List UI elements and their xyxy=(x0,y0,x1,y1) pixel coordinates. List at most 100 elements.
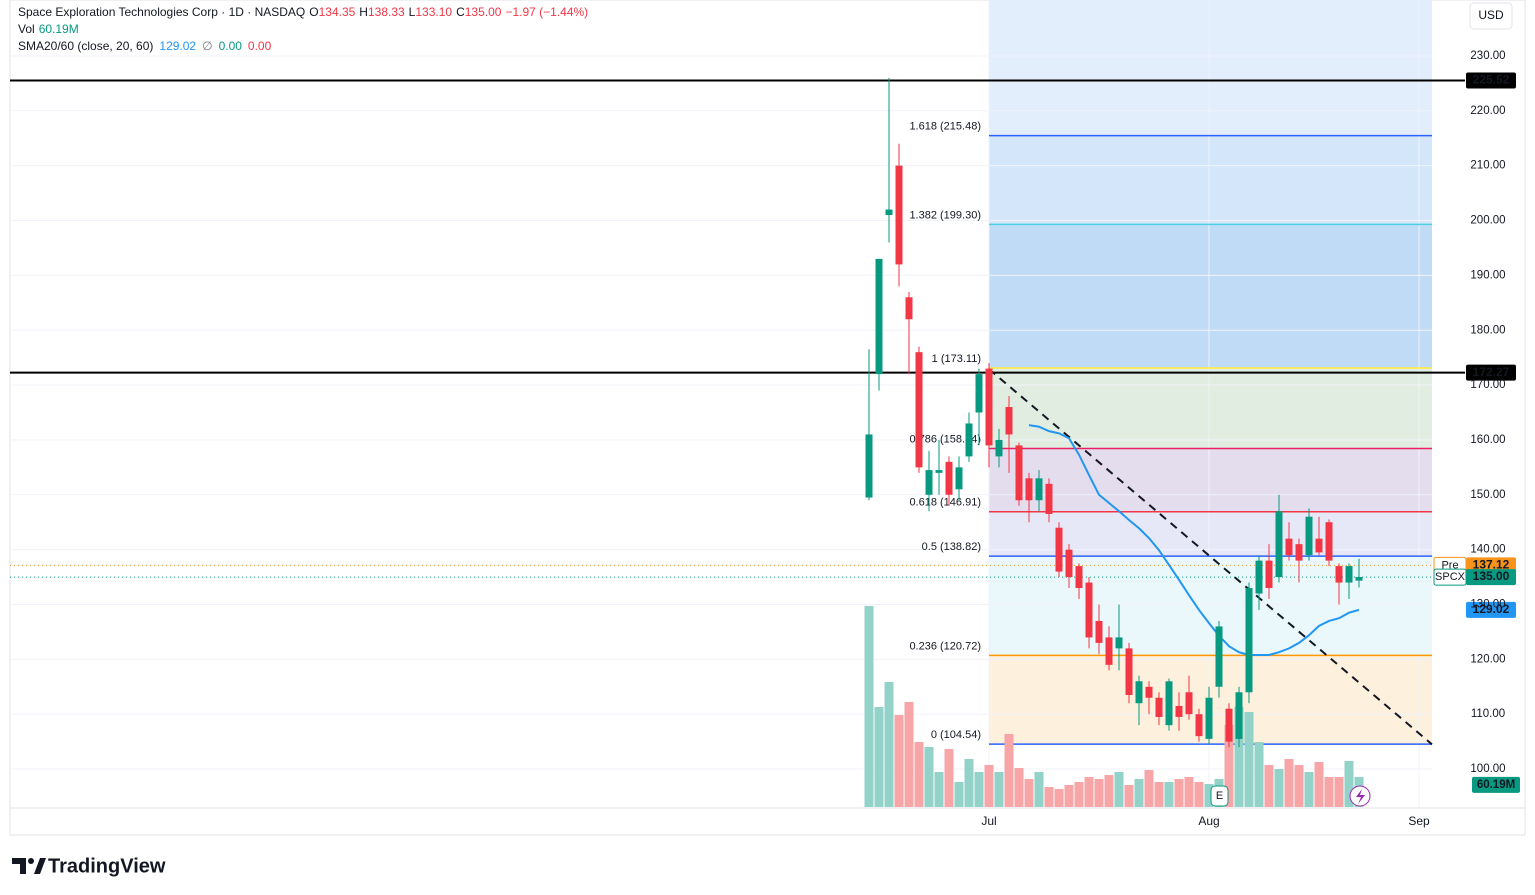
candle-body xyxy=(1105,637,1113,665)
volume-bar xyxy=(1154,782,1164,807)
candle-body xyxy=(1185,692,1193,715)
candle-body xyxy=(1035,478,1043,501)
volume-bar xyxy=(994,772,1004,807)
fib-zone xyxy=(989,135,1432,225)
candle-body xyxy=(1025,478,1033,501)
volume-bar xyxy=(884,682,894,807)
y-tick-label: 120.00 xyxy=(1470,653,1505,665)
sma-extra: ∅ xyxy=(202,39,212,53)
candle-body xyxy=(1145,686,1153,698)
fib-zone xyxy=(989,224,1432,369)
y-tick-label: 230.00 xyxy=(1470,50,1505,62)
currency-button[interactable] xyxy=(1469,2,1513,30)
fib-label: 0 (104.54) xyxy=(931,729,981,741)
volume-bar xyxy=(1044,787,1054,807)
candle-body xyxy=(905,297,913,320)
candle-body xyxy=(1155,697,1163,717)
price-tag-name: Pre xyxy=(1441,559,1458,571)
candle-body xyxy=(1175,705,1183,717)
volume-bar xyxy=(1244,712,1254,807)
volume-value: 60.19M xyxy=(39,22,79,36)
volume-bar xyxy=(1274,769,1284,807)
y-tick-label: 160.00 xyxy=(1470,434,1505,446)
volume-bar xyxy=(1304,772,1314,807)
volume-bar xyxy=(1174,779,1184,807)
candle-body xyxy=(925,470,933,495)
volume-bar xyxy=(1084,777,1094,807)
candle-body xyxy=(955,467,963,490)
earnings-marker[interactable]: E xyxy=(1210,785,1229,807)
fib-label: 0.786 (158.44) xyxy=(909,433,981,445)
fib-zone xyxy=(989,511,1432,557)
fib-label: 0.5 (138.82) xyxy=(922,541,981,553)
volume-bar xyxy=(1204,784,1214,807)
candle-body xyxy=(1015,445,1023,501)
sma-line xyxy=(1028,424,1360,656)
sma-extra: 0.00 xyxy=(219,39,243,53)
ohlc-value: 138.33 xyxy=(368,5,405,19)
candle-body xyxy=(865,434,873,498)
candle-body xyxy=(1205,697,1213,739)
volume-tag-label: 60.19M xyxy=(1477,779,1515,791)
candle-body xyxy=(1235,692,1243,739)
volume-bar xyxy=(1014,768,1024,807)
volume-bar xyxy=(864,606,874,807)
fib-label: 1 (173.11) xyxy=(932,353,981,365)
volume-bar xyxy=(1314,762,1324,807)
volume-bar xyxy=(1294,765,1304,807)
trend-line xyxy=(988,368,1433,746)
header-line-1: Space Exploration Technologies Corp · 1D… xyxy=(18,5,588,19)
candle-body xyxy=(1255,560,1263,594)
candle-body xyxy=(1265,560,1273,589)
volume-bar xyxy=(1054,789,1064,807)
candle-body xyxy=(1115,637,1123,649)
logo-dot xyxy=(28,858,34,864)
brand-logo: TradingView xyxy=(12,855,166,877)
ohlc-value: 134.35 xyxy=(319,5,356,19)
candle-body xyxy=(1225,708,1233,742)
candle-body xyxy=(1345,566,1353,583)
volume-bar xyxy=(1104,775,1114,807)
ohlc-value: 133.10 xyxy=(415,5,452,19)
volume-bar xyxy=(1034,772,1044,807)
candle-body xyxy=(985,368,993,446)
fib-zone xyxy=(989,448,1432,512)
volume-tag xyxy=(1472,776,1520,793)
volume-bar xyxy=(1334,777,1344,807)
volume-bar xyxy=(1024,779,1034,807)
candle-body xyxy=(885,209,893,216)
volume-bar xyxy=(1284,759,1294,807)
volume-bar xyxy=(1144,770,1154,807)
y-tick-label: 140.00 xyxy=(1470,544,1505,556)
change: −1.97 (−1.44%) xyxy=(505,5,588,19)
header-line-3: SMA20/60 (close, 20, 60) 129.02 ∅ 0.00 0.00 xyxy=(18,39,272,53)
candle-body xyxy=(1095,620,1103,643)
y-tick-label: 190.00 xyxy=(1470,269,1505,281)
chart-layer: 0 (104.54) 0.236 (120.72) 0.5 (138.82) 0.61… xyxy=(10,0,1525,828)
candle-body xyxy=(1305,516,1313,556)
fib-zone xyxy=(989,556,1432,656)
volume-bar xyxy=(1064,785,1074,807)
volume-bar xyxy=(954,782,964,807)
volume-bar xyxy=(1324,777,1334,807)
volume-bar xyxy=(1184,777,1194,807)
volume-bar xyxy=(964,759,974,807)
candle-body xyxy=(1315,538,1323,553)
candle-body xyxy=(995,439,1003,457)
sma-tag xyxy=(1466,601,1516,618)
price-tag xyxy=(1466,364,1516,381)
candle-body xyxy=(1195,714,1203,737)
candle-body xyxy=(1325,522,1333,561)
y-tick-label: 220.00 xyxy=(1470,105,1505,117)
candle-body xyxy=(1125,648,1133,696)
volume-bar xyxy=(1164,782,1174,807)
volume-bar xyxy=(914,742,924,807)
ohlc-key: O xyxy=(309,5,318,19)
header: Space Exploration Technologies Corp · 1D… xyxy=(18,5,588,53)
y-tick-label: 210.00 xyxy=(1470,160,1505,172)
candle-body xyxy=(965,423,973,457)
sma-name: SMA20/60 (close, 20, 60) xyxy=(18,39,153,53)
header-line-2: Vol 60.19M xyxy=(18,22,79,36)
fib-zone xyxy=(989,368,1432,449)
